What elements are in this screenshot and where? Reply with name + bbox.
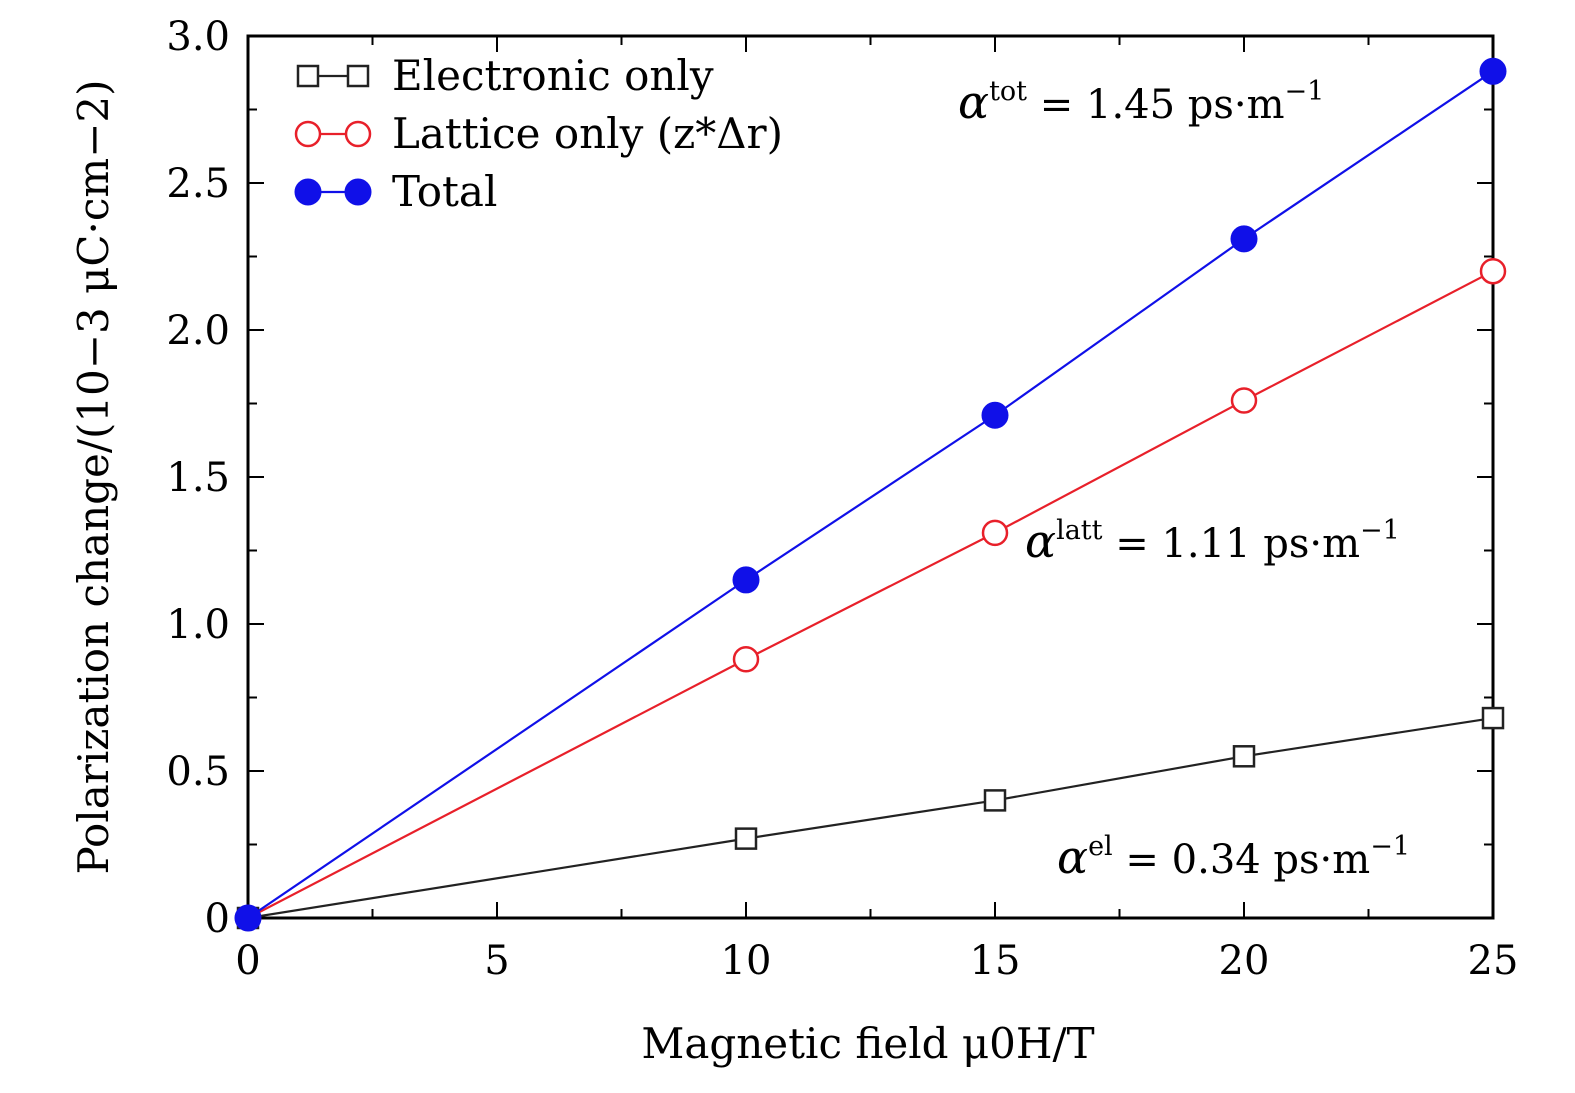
y-axis-label: Polarization change/(10−3 μC·cm−2) xyxy=(69,79,118,874)
legend-label: Lattice only (z*Δr) xyxy=(392,109,783,158)
y-tick-label: 1.0 xyxy=(166,602,230,648)
series-2 xyxy=(234,57,1507,932)
x-tick-label: 25 xyxy=(1468,938,1519,984)
legend-label: Electronic only xyxy=(392,51,714,100)
legend-marker xyxy=(344,120,372,148)
data-point xyxy=(1479,57,1507,85)
y-tick-label: 2.5 xyxy=(166,161,230,207)
data-point xyxy=(732,566,760,594)
y-tick-label: 3.0 xyxy=(166,14,230,60)
legend-marker xyxy=(294,120,322,148)
data-point xyxy=(981,401,1009,429)
x-tick-label: 10 xyxy=(721,938,772,984)
data-point xyxy=(1230,225,1258,253)
x-tick-label: 5 xyxy=(484,938,509,984)
series-layer xyxy=(234,57,1507,932)
x-tick-label: 20 xyxy=(1219,938,1270,984)
axis-ticks: 0 5 10 15 20 25 0 0.5 1.0 1.5 2.0 2.5 3.0 xyxy=(166,14,1518,984)
y-tick-label: 0.5 xyxy=(166,749,230,795)
x-tick-label: 15 xyxy=(970,938,1021,984)
data-point xyxy=(234,904,262,932)
legend-marker xyxy=(296,64,320,88)
series-0 xyxy=(236,706,1505,930)
x-tick-label: 0 xyxy=(235,938,260,984)
data-point xyxy=(1479,257,1507,285)
legend: Electronic only Lattice only (z*Δr) Total xyxy=(294,51,783,216)
series-line xyxy=(247,716,1494,920)
legend-label: Total xyxy=(392,167,497,216)
legend-marker xyxy=(294,178,322,206)
data-point xyxy=(732,646,760,673)
annotation-alpha-tot: αtot = 1.45 ps·m−1 xyxy=(958,75,1324,129)
legend-item: Lattice only (z*Δr) xyxy=(294,109,783,158)
data-point xyxy=(983,789,1007,812)
legend-item: Electronic only xyxy=(296,51,714,100)
legend-marker xyxy=(344,178,372,206)
series-1 xyxy=(234,257,1507,932)
annotation-alpha-latt: αlatt = 1.11 ps·m−1 xyxy=(1025,514,1400,568)
data-point xyxy=(981,519,1009,547)
data-point xyxy=(1481,706,1505,730)
y-tick-label: 2.0 xyxy=(166,308,230,354)
x-axis-label: Magnetic field μ0H/T xyxy=(641,1019,1094,1068)
data-point xyxy=(1232,745,1256,768)
y-tick-label: 1.5 xyxy=(166,455,230,501)
annotation-alpha-el: αel = 0.34 ps·m−1 xyxy=(1057,830,1410,884)
series-line xyxy=(247,270,1494,919)
data-point xyxy=(734,827,758,850)
legend-item: Total xyxy=(294,167,497,216)
y-tick-label: 0 xyxy=(205,896,230,942)
data-point xyxy=(1230,387,1258,414)
legend-marker xyxy=(346,64,370,88)
